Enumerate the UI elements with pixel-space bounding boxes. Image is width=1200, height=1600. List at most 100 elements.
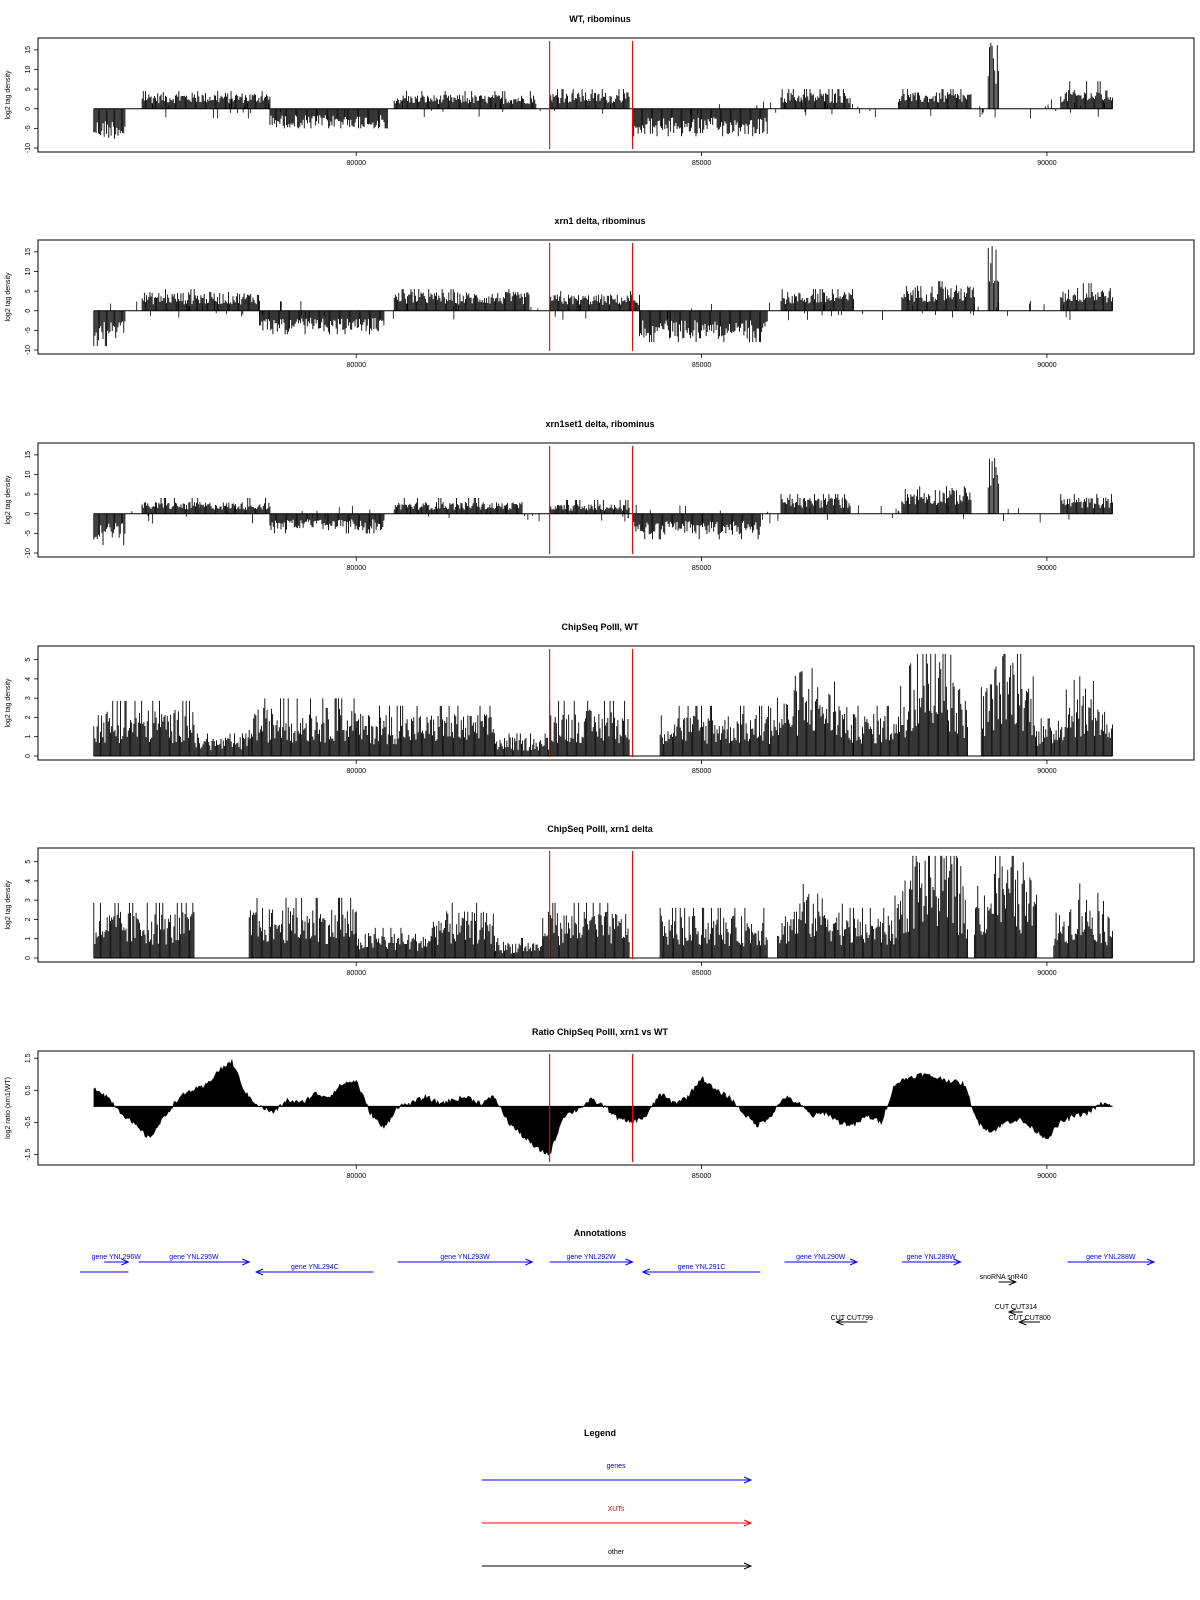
y-axis-label: log2 tag density [5,70,12,120]
x-tick-label: 90000 [1037,1173,1057,1180]
track-panel-2: xrn1 delta, ribominus log2 tag density -10… [5,216,1195,369]
density-bar-group [269,513,385,534]
density-bar-group [549,89,630,109]
density-bar-group [259,310,385,335]
annotation-label: gene YNL293W [440,1254,490,1261]
x-tick-label: 85000 [692,1173,712,1180]
y-tick-label: -5 [25,327,32,333]
y-tick-label: 15 [25,451,32,459]
density-bar-group [780,89,851,109]
density-bar-group [542,902,630,958]
density-segment [638,310,768,343]
annotation-label: CUT CUT799 [831,1315,873,1322]
y-axis-label: log2 ratio (xrn1/WT) [5,1077,12,1139]
density-bar-group [632,108,768,137]
x-tick-label: 80000 [347,565,367,572]
density-bar-group [849,907,896,958]
density-bar-group [393,289,530,311]
density-bars [93,653,1113,756]
sparse-bars [110,300,1071,321]
annotation-item: gene YNL289W [901,1254,962,1266]
y-tick-label: -10 [25,143,32,153]
density-segment [897,89,972,109]
arrow-left-icon [254,1268,264,1276]
x-tick-label: 90000 [1037,970,1057,977]
density-segment [901,281,975,311]
panel-frame [37,37,1195,153]
density-bar-group [193,733,250,756]
y-tick-label: 5 [25,87,32,91]
annotation-item: gene YNL294C [254,1264,374,1276]
y-tick-label: 3 [25,696,32,700]
annotation-item: gene YNL293W [397,1254,534,1266]
density-bar-group [780,289,854,311]
y-tick-label: 0 [25,956,32,960]
density-bar-group [493,937,544,958]
panel-title: ChipSeq PolII, WT [562,622,639,632]
density-segment [393,498,523,514]
density-segment [1060,494,1113,514]
legend-panel: Legend genes XUTs other [482,1428,753,1570]
density-bars [93,855,1113,958]
y-axis-label: log2 tag density [5,475,12,525]
density-bars [93,43,1113,139]
legend-title: Legend [584,1428,616,1438]
y-tick-label: -1.5 [25,1148,32,1160]
y-axis-label: log2 tag density [5,272,12,322]
density-segment [1053,883,1113,958]
density-segment [493,937,544,958]
annotation-item: CUT CUT800 [1009,1315,1051,1326]
y-tick-label: 10 [25,65,32,73]
density-segment [1060,283,1113,311]
arrow-left-icon [641,1268,651,1276]
density-bar-group [393,498,523,514]
density-segment [987,246,1000,311]
panel-title: ChipSeq PolII, xrn1 delta [547,824,654,834]
density-segment [269,513,385,534]
density-segment [93,310,126,347]
density-segment [853,705,899,756]
density-segment [632,108,768,137]
density-bar-group [393,91,537,109]
annotation-item: CUT CUT799 [831,1315,873,1326]
arrow-left-icon [835,1318,844,1326]
density-bar-group [780,494,851,514]
density-bar-group [493,733,551,756]
density-bar-group [1060,494,1113,514]
y-axis-label: log2 tag density [5,880,12,930]
density-bar-group [93,310,126,347]
density-segment [248,698,357,756]
density-segment [193,733,250,756]
density-bar-group [987,43,1000,109]
x-tick-label: 90000 [1037,362,1057,369]
density-bar-group [93,108,126,139]
annotation-label: gene YNL292W [566,1254,616,1261]
density-bar-group [549,500,630,514]
density-bar-group [987,458,1000,514]
track-panel-1: WT, ribominus log2 tag density -10 -5 0 5 10 15… [5,14,1195,167]
x-tick-label: 80000 [347,768,367,775]
panel-frame [37,847,1195,963]
y-axis-label: log2 tag density [5,678,12,728]
annotations-panel: Annotations gene YNL296W gene YNL295W gene… [80,1228,1156,1326]
y-tick-label: 5 [25,658,32,662]
sparse-bars [131,504,1070,524]
ratio-area [93,1059,1113,1156]
density-segment [393,91,537,109]
arrow-left-icon [1018,1318,1027,1326]
y-tick-label: 4 [25,879,32,883]
panel-title: xrn1 delta, ribominus [554,216,645,226]
density-bar-group [248,897,357,958]
y-tick-label: 5 [25,860,32,864]
density-segment [1036,718,1055,756]
annotation-label: gene YNL296W [92,1254,142,1261]
annotation-label: gene YNL289W [907,1254,957,1261]
density-segment [849,907,896,958]
density-segment [987,458,1000,514]
panel-title: Ratio ChipSeq PolII, xrn1 vs WT [532,1027,669,1037]
panel-frame [37,239,1195,355]
density-segment [632,513,761,540]
x-tick-label: 90000 [1037,160,1057,167]
